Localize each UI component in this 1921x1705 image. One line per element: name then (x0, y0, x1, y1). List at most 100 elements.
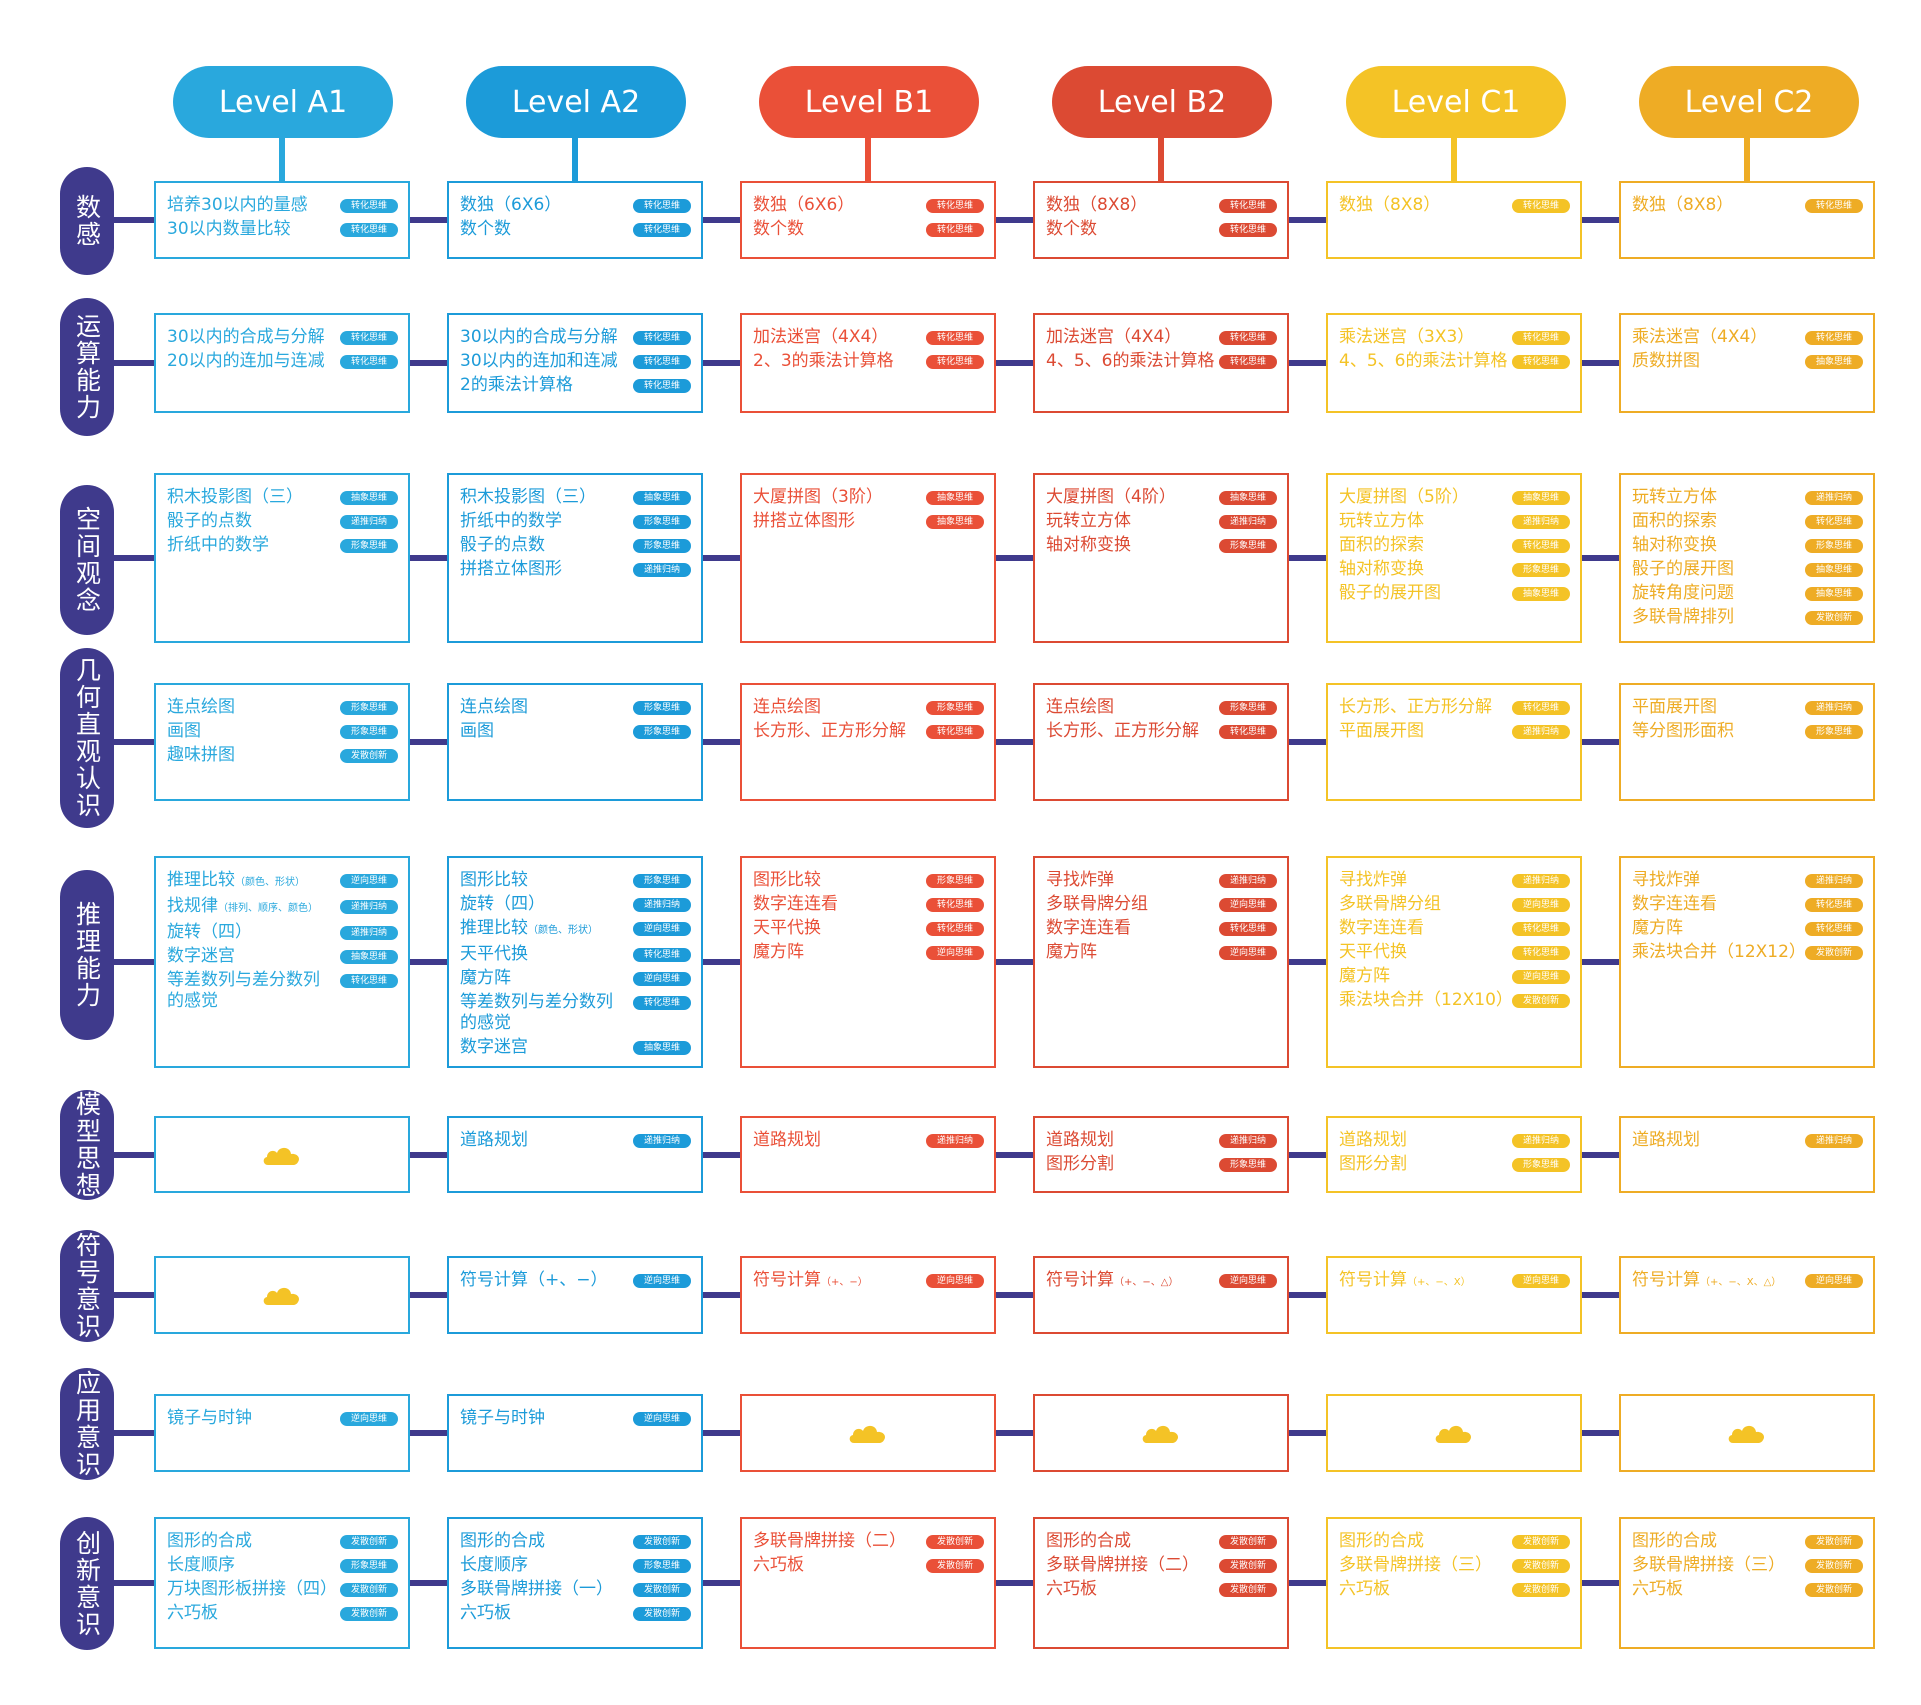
item-title: 数字连连看 (753, 894, 838, 914)
thinking-tag: 发散创新 (1512, 1583, 1570, 1597)
course-item: 骰子的点数 形象思维 (460, 535, 691, 556)
item-text: 多联骨牌拼接（一） (460, 1579, 633, 1600)
item-text: 六巧板 (753, 1555, 926, 1576)
item-text: 寻找炸弹 (1632, 870, 1805, 891)
item-title: 长方形、正方形分解 (1339, 697, 1492, 717)
course-item: 大厦拼图（3阶） 抽象思维 (753, 487, 984, 508)
thinking-tag: 抽象思维 (633, 491, 691, 505)
item-text: 积木投影图（三） (167, 487, 340, 508)
item-text: 玩转立方体 (1632, 487, 1805, 508)
thinking-tag: 递推归纳 (1805, 1134, 1863, 1148)
level-connector (865, 126, 871, 181)
thinking-tag: 逆向思维 (633, 972, 691, 986)
item-title: 多联骨牌分组 (1339, 894, 1441, 914)
course-cell: 大厦拼图（4阶） 抽象思维 玩转立方体 递推归纳 轴对称变换 形象思维 (1033, 473, 1289, 643)
item-title: 符号计算 (1339, 1270, 1407, 1290)
thinking-tag: 形象思维 (926, 701, 984, 715)
course-item: 数字连连看 转化思维 (753, 894, 984, 915)
item-text: 培养30以内的量感 (167, 195, 340, 216)
item-title: 图形分割 (1046, 1154, 1114, 1174)
item-text: 积木投影图（三） (460, 487, 633, 508)
course-item: 折纸中的数学 形象思维 (167, 535, 398, 556)
course-cell: 连点绘图 形象思维 画图 形象思维 (447, 683, 703, 801)
course-cell: 镜子与时钟 逆向思维 (154, 1394, 410, 1472)
item-title: 魔方阵 (460, 968, 511, 988)
cloud-icon (1728, 1425, 1765, 1443)
item-text: 4、5、6的乘法计算格 (1046, 351, 1219, 372)
thinking-tag: 递推归纳 (633, 563, 691, 577)
item-title: 寻找炸弹 (1339, 870, 1407, 890)
thinking-tag: 递推归纳 (340, 515, 398, 529)
course-cell: 道路规划 递推归纳 图形分割 形象思维 (1033, 1116, 1289, 1193)
course-cell: 平面展开图 递推归纳 等分图形面积 形象思维 (1619, 683, 1875, 801)
item-text: 轴对称变换 (1632, 535, 1805, 556)
thinking-tag: 逆向思维 (1512, 898, 1570, 912)
item-text: 加法迷宫（4X4） (753, 327, 926, 348)
thinking-tag: 逆向思维 (340, 1412, 398, 1426)
course-item: 连点绘图 形象思维 (167, 697, 398, 718)
thinking-tag: 转化思维 (1512, 199, 1570, 213)
course-cell: 积木投影图（三） 抽象思维 骰子的点数 递推归纳 折纸中的数学 形象思维 (154, 473, 410, 643)
item-text: 数字迷宫 (167, 946, 340, 967)
item-title: 玩转立方体 (1046, 511, 1131, 531)
item-title: 旋转角度问题 (1632, 583, 1734, 603)
item-text: 趣味拼图 (167, 745, 340, 766)
thinking-tag: 形象思维 (633, 539, 691, 553)
thinking-tag: 发散创新 (926, 1535, 984, 1549)
item-title: 30以内的合成与分解 (167, 327, 325, 347)
item-title: 乘法迷宫（3X3） (1339, 327, 1475, 347)
course-item: 图形分割 形象思维 (1339, 1154, 1570, 1175)
course-item: 30以内的合成与分解 转化思维 (460, 327, 691, 348)
item-title: 4、5、6的乘法计算格 (1339, 351, 1508, 371)
course-cell (1326, 1394, 1582, 1472)
item-text: 魔方阵 (1632, 918, 1805, 939)
item-title: 数个数 (460, 219, 511, 239)
course-item: 六巧板 发散创新 (167, 1603, 398, 1624)
item-text: 30以内的合成与分解 (460, 327, 633, 348)
thinking-tag: 逆向思维 (1512, 1274, 1570, 1288)
course-cell: 符号计算（+、−、X、△） 逆向思维 (1619, 1256, 1875, 1334)
item-text: 轴对称变换 (1046, 535, 1219, 556)
level-connector (1451, 126, 1457, 181)
thinking-tag: 形象思维 (340, 701, 398, 715)
course-item: 图形比较 形象思维 (460, 870, 691, 891)
thinking-tag: 形象思维 (1805, 725, 1863, 739)
thinking-tag: 发散创新 (633, 1607, 691, 1621)
item-title: 符号计算 (753, 1270, 821, 1290)
item-title: 镜子与时钟 (167, 1408, 252, 1428)
course-item: 魔方阵 逆向思维 (753, 942, 984, 963)
course-cell: 加法迷宫（4X4） 转化思维 4、5、6的乘法计算格 转化思维 (1033, 313, 1289, 413)
course-item: 2的乘法计算格 转化思维 (460, 375, 691, 396)
cloud-icon (1142, 1425, 1179, 1443)
thinking-tag: 转化思维 (926, 199, 984, 213)
course-item: 找规律（排列、顺序、颜色） 递推归纳 (167, 896, 398, 919)
thinking-tag: 逆向思维 (1512, 970, 1570, 984)
item-title: 连点绘图 (1046, 697, 1114, 717)
item-title: 折纸中的数学 (167, 535, 269, 555)
item-title: 2、3的乘法计算格 (753, 351, 894, 371)
item-text: 数个数 (460, 219, 633, 240)
course-item: 积木投影图（三） 抽象思维 (460, 487, 691, 508)
item-text: 等分图形面积 (1632, 721, 1805, 742)
item-title: 多联骨牌拼接（三） (1339, 1555, 1492, 1575)
course-item: 平面展开图 递推归纳 (1632, 697, 1863, 718)
thinking-tag: 转化思维 (1512, 701, 1570, 715)
course-item: 轴对称变换 形象思维 (1632, 535, 1863, 556)
item-title: 寻找炸弹 (1046, 870, 1114, 890)
item-title: 数独（8X8） (1632, 195, 1734, 215)
thinking-tag: 抽象思维 (926, 491, 984, 505)
item-text: 道路规划 (1339, 1130, 1512, 1151)
item-text: 图形的合成 (1339, 1531, 1512, 1552)
item-title: 长方形、正方形分解 (1046, 721, 1199, 741)
thinking-tag: 发散创新 (633, 1535, 691, 1549)
thinking-tag: 转化思维 (926, 223, 984, 237)
level-connector (1158, 126, 1164, 181)
course-cell: 连点绘图 形象思维 长方形、正方形分解 转化思维 (740, 683, 996, 801)
thinking-tag: 发散创新 (1219, 1559, 1277, 1573)
thinking-tag: 转化思维 (1219, 355, 1277, 369)
item-note: （+、−） (821, 1277, 868, 1288)
course-item: 乘法块合并（12X12） 发散创新 (1632, 942, 1863, 963)
course-cell: 大厦拼图（3阶） 抽象思维 拼搭立体图形 抽象思维 (740, 473, 996, 643)
item-title: 等差数列与差分数列的感觉 (460, 992, 613, 1033)
course-item: 旋转角度问题 抽象思维 (1632, 583, 1863, 604)
